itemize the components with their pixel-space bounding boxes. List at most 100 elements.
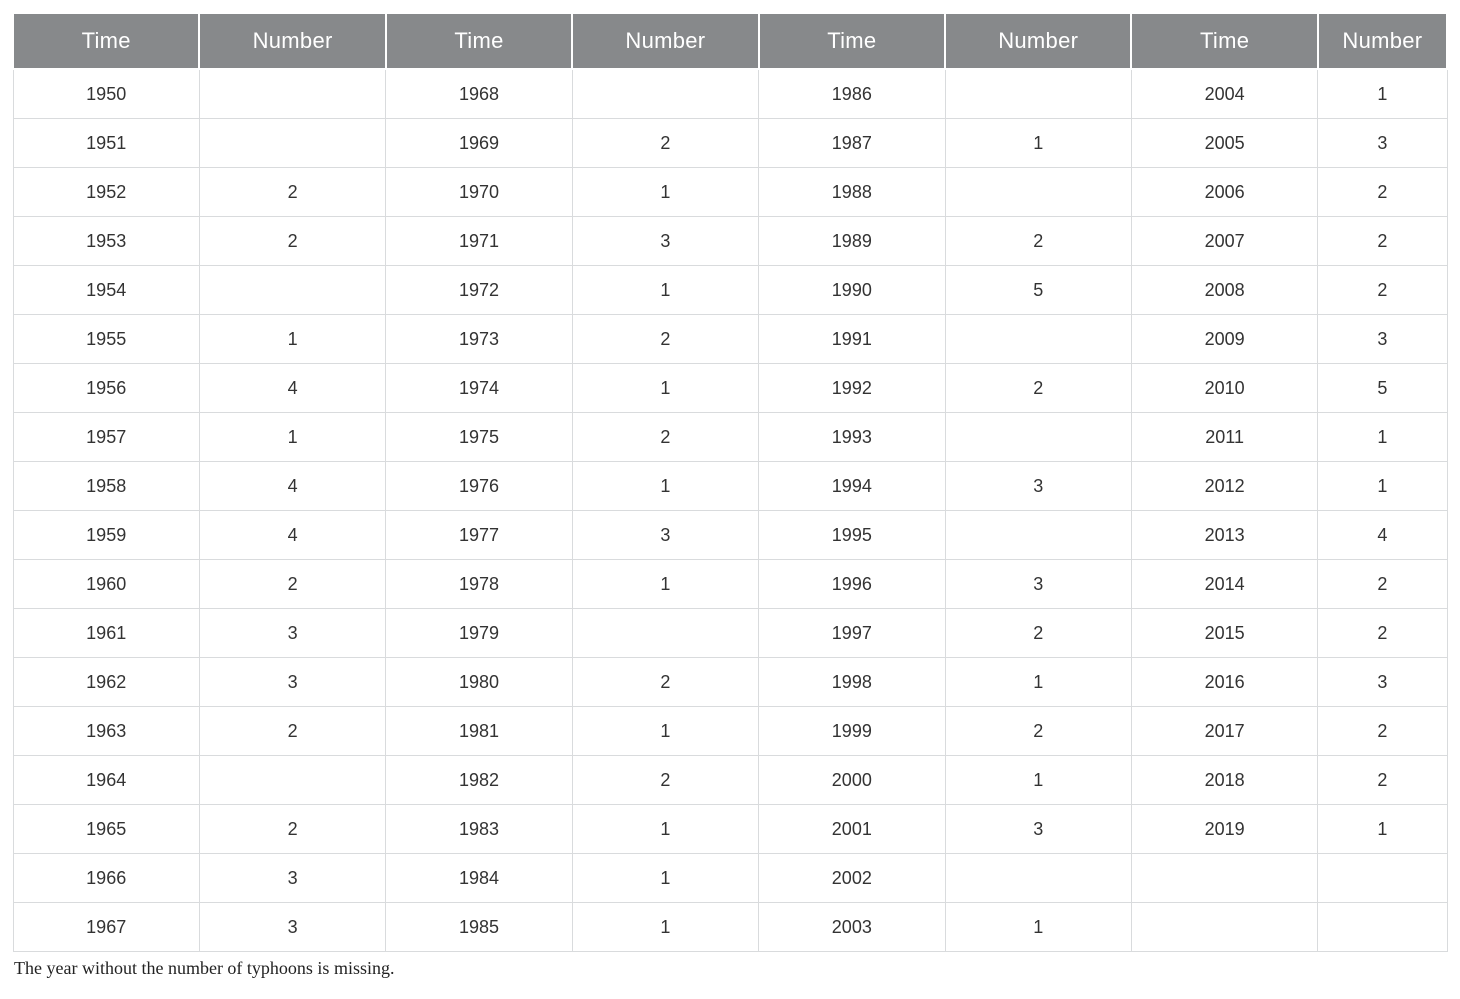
time-cell: 1972 — [386, 266, 572, 315]
time-cell: 2015 — [1131, 609, 1317, 658]
number-cell: 3 — [945, 462, 1131, 511]
number-cell — [945, 168, 1131, 217]
table-row: 19501968198620041 — [13, 69, 1447, 119]
typhoon-count-table: Time Number Time Number Time Number Time… — [12, 12, 1448, 952]
time-cell: 2010 — [1131, 364, 1317, 413]
time-cell: 2018 — [1131, 756, 1317, 805]
number-cell — [572, 69, 758, 119]
number-cell: 2 — [1318, 609, 1447, 658]
number-cell — [1318, 854, 1447, 903]
number-cell: 2 — [1318, 560, 1447, 609]
time-cell: 1976 — [386, 462, 572, 511]
number-cell: 1 — [199, 413, 385, 462]
number-cell: 2 — [1318, 217, 1447, 266]
table-head: Time Number Time Number Time Number Time… — [13, 13, 1447, 69]
time-cell: 1973 — [386, 315, 572, 364]
table-row: 1955119732199120093 — [13, 315, 1447, 364]
time-cell: 1968 — [386, 69, 572, 119]
number-cell: 1 — [572, 903, 758, 952]
time-cell: 1993 — [759, 413, 945, 462]
time-cell: 1978 — [386, 560, 572, 609]
time-cell: 2007 — [1131, 217, 1317, 266]
number-cell: 1 — [1318, 805, 1447, 854]
time-cell: 2016 — [1131, 658, 1317, 707]
header-cell: Time — [13, 13, 199, 69]
time-cell: 2000 — [759, 756, 945, 805]
number-cell: 3 — [945, 805, 1131, 854]
number-cell: 2 — [199, 707, 385, 756]
number-cell: 2 — [1318, 168, 1447, 217]
time-cell: 1965 — [13, 805, 199, 854]
number-cell: 3 — [199, 854, 385, 903]
time-cell: 1995 — [759, 511, 945, 560]
time-cell: 1980 — [386, 658, 572, 707]
number-cell — [572, 609, 758, 658]
number-cell: 4 — [1318, 511, 1447, 560]
table-row: 1951196921987120053 — [13, 119, 1447, 168]
time-cell: 1985 — [386, 903, 572, 952]
time-cell: 2019 — [1131, 805, 1317, 854]
table-row: 19632198111999220172 — [13, 707, 1447, 756]
table-row: 19584197611994320121 — [13, 462, 1447, 511]
header-row: Time Number Time Number Time Number Time… — [13, 13, 1447, 69]
time-cell: 1974 — [386, 364, 572, 413]
number-cell: 1 — [199, 315, 385, 364]
time-cell: 1952 — [13, 168, 199, 217]
time-cell: 1999 — [759, 707, 945, 756]
number-cell: 5 — [1318, 364, 1447, 413]
time-cell: 2006 — [1131, 168, 1317, 217]
time-cell: 2011 — [1131, 413, 1317, 462]
header-cell: Number — [572, 13, 758, 69]
number-cell: 1 — [572, 266, 758, 315]
time-cell: 2014 — [1131, 560, 1317, 609]
number-cell — [199, 266, 385, 315]
time-cell: 2001 — [759, 805, 945, 854]
number-cell: 1 — [572, 168, 758, 217]
number-cell: 2 — [199, 560, 385, 609]
table-row: 19663198412002 — [13, 854, 1447, 903]
time-cell: 2017 — [1131, 707, 1317, 756]
number-cell — [945, 413, 1131, 462]
time-cell: 1969 — [386, 119, 572, 168]
time-cell: 1986 — [759, 69, 945, 119]
time-cell: 2005 — [1131, 119, 1317, 168]
number-cell: 3 — [572, 217, 758, 266]
number-cell: 2 — [1318, 756, 1447, 805]
table-body: 1950196819862004119511969219871200531952… — [13, 69, 1447, 952]
time-cell: 1950 — [13, 69, 199, 119]
time-cell: 2002 — [759, 854, 945, 903]
table-row: 196731985120031 — [13, 903, 1447, 952]
table-row: 19564197411992220105 — [13, 364, 1447, 413]
number-cell: 3 — [1318, 119, 1447, 168]
number-cell: 2 — [572, 315, 758, 364]
number-cell: 3 — [1318, 315, 1447, 364]
number-cell: 2 — [199, 805, 385, 854]
number-cell — [199, 119, 385, 168]
header-cell: Number — [199, 13, 385, 69]
table-row: 1954197211990520082 — [13, 266, 1447, 315]
time-cell: 1988 — [759, 168, 945, 217]
number-cell: 3 — [199, 903, 385, 952]
number-cell: 2 — [199, 217, 385, 266]
time-cell: 1956 — [13, 364, 199, 413]
time-cell: 1996 — [759, 560, 945, 609]
number-cell — [1318, 903, 1447, 952]
number-cell — [945, 69, 1131, 119]
time-cell: 1971 — [386, 217, 572, 266]
number-cell: 2 — [199, 168, 385, 217]
number-cell: 2 — [945, 707, 1131, 756]
time-cell: 1960 — [13, 560, 199, 609]
time-cell: 1989 — [759, 217, 945, 266]
time-cell: 1987 — [759, 119, 945, 168]
number-cell: 1 — [1318, 69, 1447, 119]
number-cell: 2 — [1318, 707, 1447, 756]
number-cell: 1 — [572, 854, 758, 903]
time-cell: 1964 — [13, 756, 199, 805]
number-cell — [199, 69, 385, 119]
time-cell: 1961 — [13, 609, 199, 658]
time-cell — [1131, 903, 1317, 952]
time-cell: 1966 — [13, 854, 199, 903]
number-cell: 3 — [1318, 658, 1447, 707]
number-cell: 2 — [1318, 266, 1447, 315]
time-cell: 1958 — [13, 462, 199, 511]
